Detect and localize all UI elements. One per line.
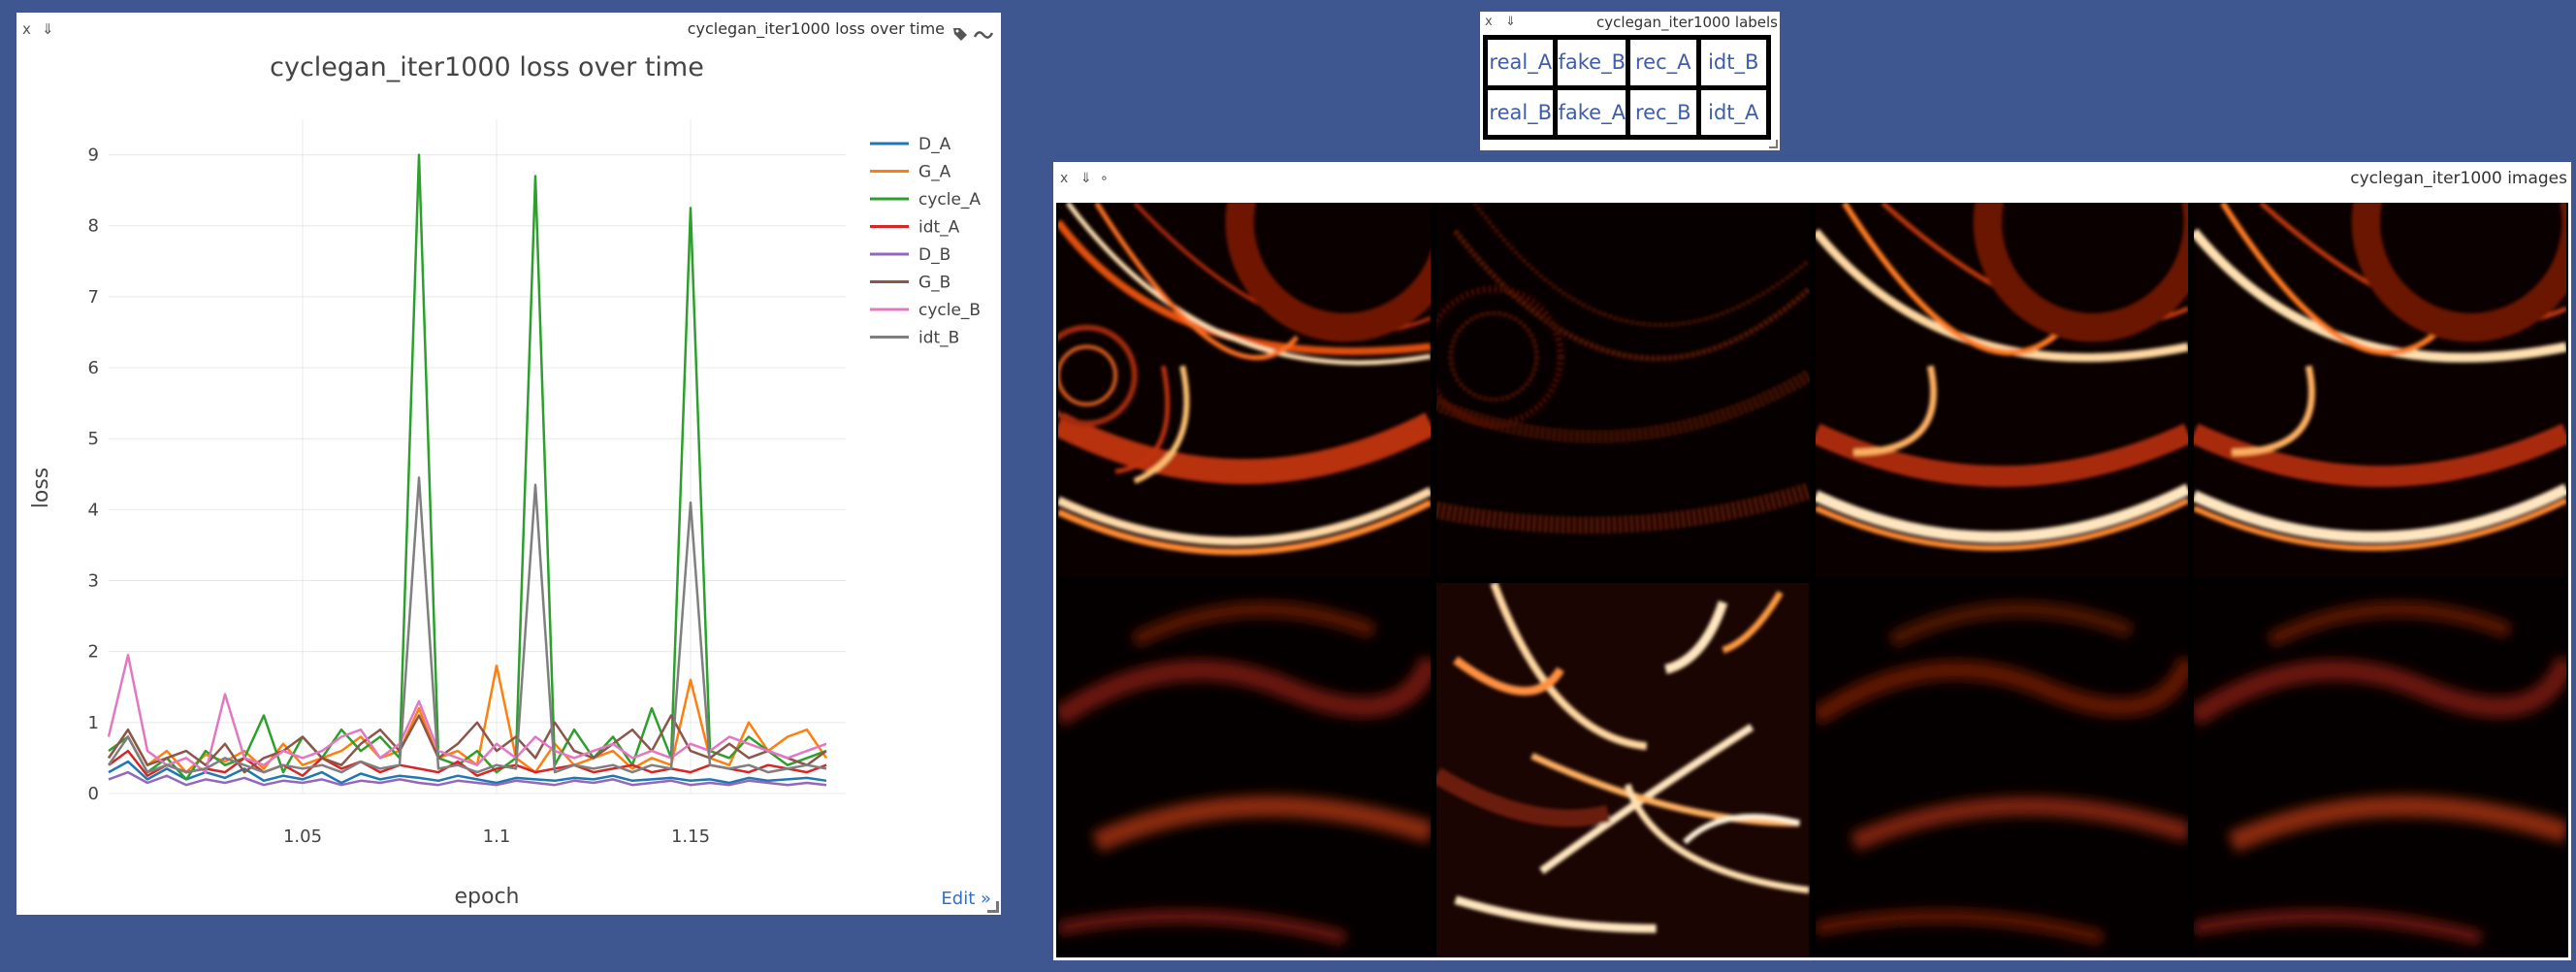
images-window: x ⇓ ∘ cyclegan_iter1000 images (1053, 162, 2571, 960)
series-line-cycle_A[interactable] (108, 153, 827, 781)
y-tick-label: 3 (88, 571, 99, 592)
y-tick-label: 7 (88, 287, 99, 308)
series-line-G_B[interactable] (107, 714, 827, 774)
resize-handle[interactable] (1769, 140, 1778, 148)
images-window-title: cyclegan_iter1000 images (2350, 169, 2567, 188)
image-fake-b (1436, 203, 1810, 577)
x-tick-label: 1.15 (671, 826, 710, 847)
images-title-bar: x ⇓ ∘ cyclegan_iter1000 images (1053, 162, 2571, 195)
y-tick-label: 9 (88, 146, 99, 166)
legend-label-G_A[interactable]: G_A (918, 163, 951, 182)
loss-chart-window-title: cyclegan_iter1000 loss over time (687, 19, 945, 38)
y-tick-label: 0 (88, 784, 99, 804)
wave-icon[interactable] (973, 20, 994, 53)
image-fake-a (1436, 583, 1810, 957)
tag-icon[interactable] (952, 20, 968, 53)
x-tick-label: 1.1 (483, 826, 511, 847)
label-cell: real_A (1488, 40, 1554, 85)
image-rec-a (1815, 203, 2188, 577)
y-tick-label: 5 (88, 429, 99, 449)
labels-title-bar: x ⇓ cyclegan_iter1000 labels (1480, 12, 1780, 33)
close-icon[interactable]: x (22, 20, 31, 38)
download-icon[interactable]: ⇓ (42, 20, 54, 38)
legend-label-G_B[interactable]: G_B (918, 274, 950, 293)
image-real-b (1058, 583, 1432, 957)
y-tick-label: 8 (88, 216, 99, 237)
loss-chart-title-bar: x ⇓ cyclegan_iter1000 loss over time (16, 13, 1001, 46)
chart-ticks: 0 1 2 3 4 5 6 7 8 9 1.05 1.1 1.15 (88, 146, 710, 847)
chart-grid (109, 119, 846, 794)
series-line-D_B[interactable] (108, 770, 827, 787)
image-idt-a (2193, 583, 2566, 957)
download-icon[interactable]: ⇓ (1080, 171, 1092, 186)
close-icon[interactable]: x (1485, 15, 1493, 29)
label-cell: fake_B (1558, 40, 1626, 85)
series-line-cycle_B[interactable] (107, 654, 827, 774)
label-cell: idt_A (1700, 89, 1766, 135)
chart-series (107, 153, 828, 787)
y-tick-label: 2 (88, 642, 99, 663)
y-axis-title: loss (29, 468, 53, 509)
image-idt-b (2193, 203, 2566, 577)
y-tick-label: 1 (88, 713, 99, 733)
legend-label-D_B[interactable]: D_B (918, 245, 950, 265)
images-grid (1056, 203, 2568, 957)
x-tick-label: 1.05 (283, 826, 322, 847)
edit-link[interactable]: Edit » (941, 889, 991, 909)
legend-label-cycle_B[interactable]: cycle_B (918, 301, 981, 320)
legend-label-idt_B[interactable]: idt_B (918, 329, 959, 348)
download-icon[interactable]: ⇓ (1505, 15, 1516, 29)
loss-chart-window: x ⇓ cyclegan_iter1000 loss over time 0 1 2… (16, 13, 1001, 915)
image-real-a (1058, 203, 1432, 577)
series-line-D_A[interactable] (108, 760, 827, 785)
legend-label-D_A[interactable]: D_A (918, 135, 951, 154)
label-cell: idt_B (1700, 40, 1766, 85)
label-cell: fake_A (1558, 89, 1626, 135)
chart-title: cyclegan_iter1000 loss over time (270, 52, 704, 82)
label-cell: rec_A (1630, 40, 1696, 85)
resize-handle[interactable] (987, 901, 999, 913)
labels-table: real_A fake_B rec_A idt_B real_B fake_A … (1483, 35, 1771, 140)
series-line-G_A[interactable] (107, 664, 828, 774)
y-tick-label: 4 (88, 500, 99, 520)
label-cell: rec_B (1630, 89, 1696, 135)
labels-window-title: cyclegan_iter1000 labels (1596, 14, 1778, 31)
legend-label-cycle_A[interactable]: cycle_A (918, 190, 981, 210)
label-cell: real_B (1488, 89, 1554, 135)
series-line-idt_B[interactable] (107, 476, 827, 774)
labels-window: x ⇓ cyclegan_iter1000 labels real_A fake… (1480, 12, 1780, 150)
loss-chart[interactable]: 0 1 2 3 4 5 6 7 8 9 1.05 1.1 1.15 cyclegan_iter1000 … (16, 13, 1001, 915)
image-rec-b (1815, 583, 2188, 957)
circle-icon[interactable]: ∘ (1100, 171, 1109, 186)
y-tick-label: 6 (88, 358, 99, 378)
x-axis-title: epoch (455, 885, 520, 909)
chart-legend: D_A G_A cycle_A idt_A D_B G_B cycle_B idt_B (870, 135, 981, 348)
legend-label-idt_A[interactable]: idt_A (918, 218, 960, 238)
close-icon[interactable]: x (1060, 171, 1069, 186)
